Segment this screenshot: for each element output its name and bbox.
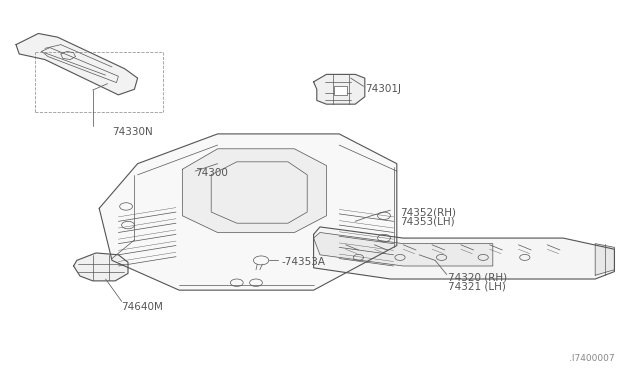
Text: 74321 (LH): 74321 (LH) (448, 282, 506, 291)
Text: -74353A: -74353A (282, 257, 326, 267)
Text: 74352(RH): 74352(RH) (400, 207, 456, 217)
Text: 74301J: 74301J (365, 84, 401, 94)
Polygon shape (16, 33, 138, 95)
Polygon shape (595, 244, 614, 275)
Text: .I7400007: .I7400007 (569, 354, 614, 363)
Polygon shape (314, 227, 614, 279)
Text: 74300: 74300 (195, 168, 228, 178)
Polygon shape (182, 149, 326, 232)
Polygon shape (314, 232, 493, 266)
Text: 74320 (RH): 74320 (RH) (448, 272, 507, 282)
Polygon shape (99, 134, 397, 290)
Polygon shape (74, 253, 128, 281)
FancyBboxPatch shape (334, 86, 347, 95)
Text: 74640M: 74640M (122, 302, 163, 312)
Text: 74330N: 74330N (112, 127, 153, 137)
Polygon shape (314, 74, 365, 104)
Text: 74353(LH): 74353(LH) (400, 217, 454, 226)
